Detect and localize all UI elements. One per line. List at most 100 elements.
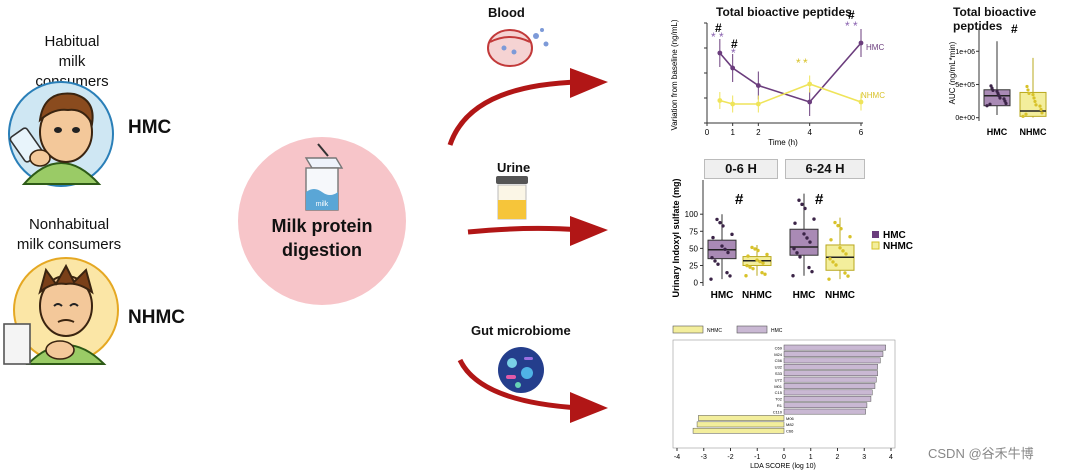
urine-point [750,245,754,250]
urine-point [748,265,752,269]
auc-point [1038,104,1042,108]
lda-bar [696,421,785,428]
gut-arrow-shaft [457,358,581,411]
lda-bar-label: R1 [777,403,783,408]
center-title: Milk protein digestion [248,214,396,262]
urine-x-tick-label: NHMC [742,290,772,301]
urine-point [803,206,807,211]
lda-bar-label: C15 [775,390,783,395]
urine-point [800,202,804,207]
urine-point [730,232,734,237]
auc-point [1002,97,1006,101]
line-chart-title: Total bioactive peptides [716,5,852,19]
auc-x-tick-label: NHMC [1020,127,1047,137]
urine-point [715,217,719,222]
auc-y-tick-label: 0e+00 [955,115,975,122]
auc-point [1026,88,1030,92]
urine-y-tick-label: 0 [694,279,699,288]
line-point-hmc [730,65,736,71]
nhmc-desc-line1: Nonhabitual [28,216,110,233]
auc-y-tick-label: 1e+06 [955,49,975,56]
urine-ylabel: Urinary Indoxyl sulfate (mg) [671,178,681,297]
urine-point [807,265,811,270]
line-annot-star-5: * [803,56,808,70]
auc-x-tick-label: HMC [987,127,1008,137]
urine-point [713,259,717,263]
lda-bar-label: M06 [786,416,795,421]
lda-bar [783,408,866,415]
urine-point [751,266,755,271]
line-legend-hmc: HMC [866,43,884,52]
urine-point [760,270,764,275]
line-series-hmc [719,42,862,103]
line-point-hmc [755,83,761,88]
lda-bar [783,370,878,377]
urine-point [828,257,832,261]
urine-point [758,259,762,264]
lda-x-tick-label: 3 [862,454,866,461]
urine-point [793,221,797,225]
urine-point [720,244,724,248]
nhmc-person-illustration [3,257,119,365]
lda-bar [783,389,873,396]
urine-point [810,269,814,274]
urine-point [833,220,837,225]
hmc-label: HMC [128,117,172,138]
auc-y-tick-label: 5e+05 [955,82,975,89]
lda-bar-label: C56 [775,358,783,363]
urine-point [710,256,714,260]
lda-bar [692,427,785,434]
line-annot-star-4: * [796,56,801,70]
urine-y-ticks: 0 25 50 75 100 [685,210,703,288]
urine-x-tick-label: HMC [793,290,816,301]
urine-legend-nhmc: NHMC [883,241,913,252]
line-chart-xlabel: Time (h) [768,138,798,147]
urine-point [798,255,802,259]
facet-header-0-6h: 0-6 H [704,159,778,179]
lda-bar-label: U72 [775,377,783,382]
urine-y-tick-label: 75 [689,227,698,236]
lda-x-ticks: -4 -3 -2 -1 0 1 2 3 4 [674,448,893,461]
urine-point [744,274,748,278]
line-chart-x-tick-label: 0 [705,128,710,137]
line-series-nhmc [719,83,862,105]
urine-point [728,274,732,278]
auc-point [1039,107,1043,112]
line-point-nhmc [730,101,736,107]
line-chart: Variation from baseline (ng/mL) 0 1 2 4 6 Ti… [670,8,885,147]
urine-point [831,260,835,264]
lda-x-tick-label: -2 [727,454,733,461]
urine-point [753,247,757,251]
lda-legend-nhmc-swatch [672,325,704,334]
line-chart-x-tick-label: 6 [859,128,864,137]
milk-carton-icon: milk [304,143,344,211]
urine-point [841,249,845,253]
lda-bar [698,415,785,421]
auc-point [985,104,989,108]
center-title-line1: Milk protein [271,216,373,236]
line-legend-nhmc: NHMC [861,91,885,100]
auc-point [1033,99,1037,104]
line-chart-x-ticks: 0 1 2 4 6 [705,123,864,137]
urine-y-tick-label: 25 [689,261,698,270]
lda-bar [783,402,868,409]
facet-header-6-24h: 6-24 H [785,159,865,179]
blood-label: Blood [488,5,525,20]
lda-x-tick-label: 2 [836,454,840,461]
urine-label: Urine [497,160,531,175]
urine-point [745,263,749,268]
urine-boxplot: Urinary Indoxyl sulfate (mg) 0255075100 … [671,178,913,301]
lda-x-tick-label: -1 [754,454,760,461]
urine-point [763,272,767,276]
line-annot-hash-1: # [715,21,722,35]
hmc-person-illustration [8,81,114,187]
line-annot-star-6: * [845,19,850,33]
nhmc-desc-line2: milk consumers [16,236,122,253]
urine-x-tick-label: HMC [711,290,734,301]
urine-point [721,224,725,228]
lda-bar-label: M01 [774,384,783,389]
lda-x-tick-label: 4 [889,454,893,461]
nhmc-label: NHMC [128,307,185,328]
